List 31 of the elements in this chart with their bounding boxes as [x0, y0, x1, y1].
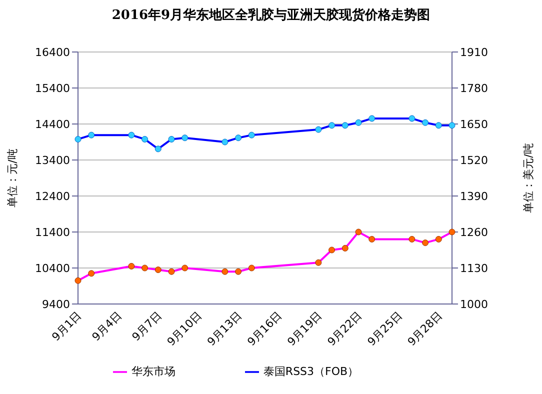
y2-tick-label: 1390	[460, 190, 488, 203]
y-tick-label: 14400	[35, 118, 70, 131]
y2-tick-label: 1000	[460, 298, 488, 311]
y-tick-label: 9400	[42, 298, 70, 311]
x-tick-label: 9月22日	[325, 308, 365, 349]
x-tick-label: 9月4日	[90, 308, 124, 344]
legend-label: 华东市场	[131, 365, 176, 378]
y-axis-title: 单位：元/吨	[6, 148, 19, 208]
x-tick-label: 9月16日	[244, 308, 284, 349]
y2-tick-label: 1520	[460, 154, 488, 167]
y-tick-label: 11400	[35, 226, 70, 239]
y2-tick-label: 1910	[460, 46, 488, 59]
x-tick-label: 9月7日	[130, 308, 164, 344]
x-tick-label: 9月1日	[49, 308, 84, 344]
legend-label: 泰国RSS3（FOB）	[263, 365, 359, 378]
y2-tick-label: 1780	[460, 82, 488, 95]
y2-axis-title: 单位：美元/吨	[522, 143, 535, 213]
chart-title: 2016年9月华东地区全乳胶与亚洲天胶现货价格走势图	[110, 6, 432, 24]
y-tick-label: 15400	[35, 82, 70, 95]
y2-tick-label: 1130	[460, 262, 488, 275]
x-tick-label: 9月28日	[405, 308, 445, 349]
y-tick-label: 16400	[35, 46, 70, 59]
y2-tick-label: 1260	[460, 226, 488, 239]
x-tick-label: 9月10日	[164, 308, 204, 349]
y-tick-label: 12400	[35, 190, 70, 203]
y-tick-label: 10400	[35, 262, 70, 275]
x-tick-label: 9月13日	[204, 308, 244, 349]
x-tick-label: 9月19日	[284, 308, 325, 349]
y2-tick-label: 1650	[460, 118, 488, 131]
x-tick-label: 9月25日	[365, 308, 405, 349]
y-tick-label: 13400	[35, 154, 70, 167]
